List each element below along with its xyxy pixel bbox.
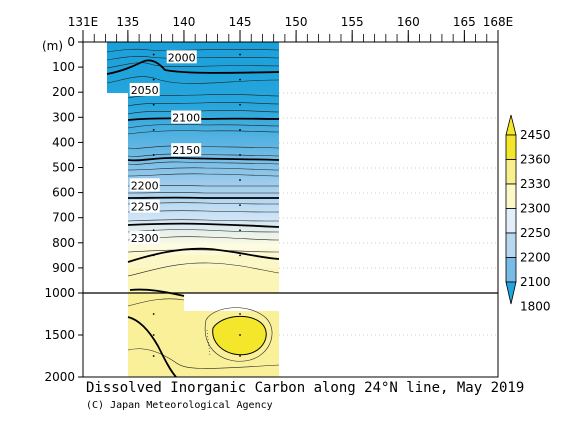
- station-marker: [152, 154, 155, 156]
- colorbar-bottom-arrow: [505, 281, 517, 305]
- colorbar-label: 2100: [520, 275, 551, 289]
- band-2300: [128, 255, 279, 269]
- y-tick-label: 700: [52, 211, 75, 225]
- colorbar-segment: [505, 159, 517, 185]
- contour-label: 2000: [168, 51, 196, 64]
- station-marker: [152, 229, 155, 232]
- contour-label: 2150: [172, 144, 200, 157]
- station-marker: [152, 78, 155, 81]
- colorbar-label: 2300: [520, 202, 551, 216]
- contour-lines-thick: [106, 59, 280, 377]
- colorbar-segment: [505, 134, 517, 160]
- station-marker: [239, 78, 241, 81]
- x-tick-label: 160: [397, 15, 420, 29]
- station-marker: [152, 355, 155, 357]
- grid: [279, 92, 498, 336]
- x-tick-label: 165: [453, 15, 476, 29]
- contour-label-bg: [171, 110, 202, 124]
- station-marker: [239, 313, 241, 315]
- x-tick-label: 135: [116, 15, 139, 29]
- colorbar-segment: [505, 208, 517, 234]
- colorbar-label: 2450: [520, 128, 551, 142]
- contour-label-bg: [129, 231, 160, 245]
- colorbar-segment: [505, 232, 517, 258]
- station-marker: [239, 254, 241, 257]
- colorbar-top-arrow: [505, 114, 517, 136]
- contour-label-bg: [129, 199, 160, 213]
- colorbar-label: 2330: [520, 177, 551, 191]
- station-marker: [239, 355, 241, 357]
- colorbar-label: 1800: [520, 300, 551, 314]
- colorbar-label: 2200: [520, 251, 551, 265]
- colorbar-label: 2360: [520, 153, 551, 167]
- station-marker: [152, 313, 155, 315]
- y-tick-label: 900: [52, 261, 75, 275]
- chart-title: Dissolved Inorganic Carbon along 24°N li…: [86, 380, 524, 396]
- y-axis: 0 100 200 300 400 500 600 700 800 900 1000 1500 2000: [44, 35, 83, 384]
- y-tick-label: 1500: [44, 328, 75, 342]
- x-tick-label: 168E: [483, 15, 514, 29]
- station-marker: [239, 334, 241, 336]
- y-tick-label: 500: [52, 161, 75, 175]
- station-marker: [152, 53, 155, 56]
- lower-deep-fill: [128, 293, 279, 377]
- station-marker: [152, 254, 155, 257]
- y-tick-label: 2000: [44, 370, 75, 384]
- y-tick-label: 400: [52, 135, 75, 149]
- credit-text: (C) Japan Meteorological Agency: [86, 400, 273, 411]
- contour-labels: 2000 2050 2100 2150 2200 2250 2300: [129, 50, 202, 245]
- colorbar-segment: [505, 183, 517, 209]
- contour-label-bg: [166, 50, 197, 64]
- y-tick-label: 800: [52, 236, 75, 250]
- station-marker: [239, 103, 241, 106]
- station-marker: [239, 204, 241, 207]
- contour-label: 2200: [131, 179, 159, 192]
- contour-label-bg: [129, 82, 160, 96]
- station-marker: [239, 128, 241, 131]
- lower-fill: [128, 268, 279, 293]
- x-tick-label: 155: [341, 15, 364, 29]
- station-markers: [152, 53, 241, 357]
- station-marker: [152, 128, 155, 131]
- contour-label: 2250: [131, 201, 159, 214]
- y-tick-label: 300: [52, 110, 75, 124]
- x-tick-label: 140: [172, 15, 195, 29]
- contour-label: 2300: [131, 232, 159, 245]
- contour-label: 2050: [131, 84, 159, 97]
- contour-label-bg: [129, 178, 160, 192]
- x-tick-label: 145: [229, 15, 252, 29]
- x-tick-label: 150: [285, 15, 308, 29]
- station-marker: [239, 154, 241, 156]
- station-marker: [239, 53, 241, 56]
- y-tick-label: 1000: [44, 286, 75, 300]
- station-marker: [239, 179, 241, 181]
- x-axis: 131E 135 140 145 150 155 160 165 168E: [68, 15, 514, 42]
- contour-label-bg: [171, 143, 202, 157]
- y-unit-label: (m): [42, 39, 63, 53]
- y-tick-label: 600: [52, 186, 75, 200]
- colorbar-label: 2250: [520, 226, 551, 240]
- colorbar-segment: [505, 257, 517, 283]
- station-marker: [152, 103, 155, 106]
- plot-frame: [82, 41, 499, 378]
- y-tick-label: 0: [67, 35, 75, 49]
- station-marker: [152, 334, 155, 336]
- y-tick-label: 200: [52, 85, 75, 99]
- y-tick-label: 100: [52, 60, 75, 74]
- x-tick-label: 131E: [68, 15, 99, 29]
- contour-label: 2100: [172, 112, 200, 125]
- colorbar: 2450 2360 2330 2300 2250 2200 2100 1800: [505, 114, 551, 314]
- station-marker: [239, 229, 241, 232]
